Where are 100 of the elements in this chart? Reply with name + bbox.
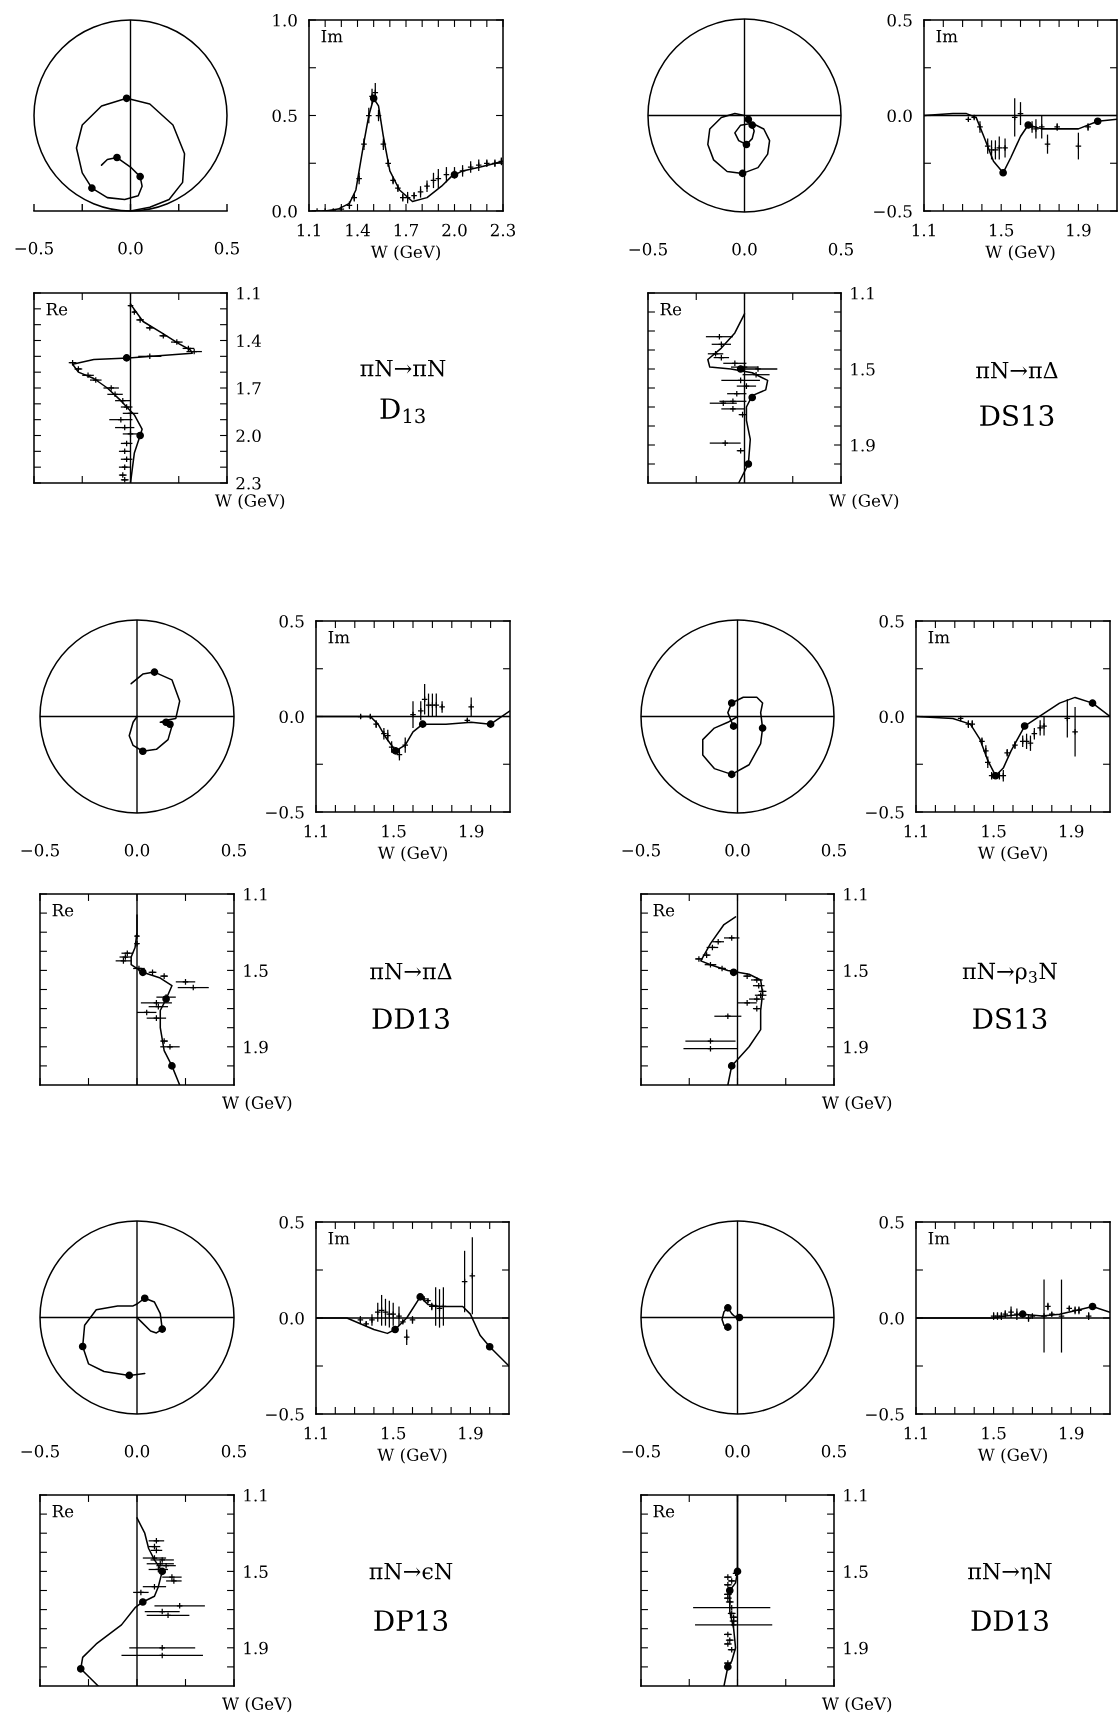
annotation: Im (936, 30, 958, 43)
text: DS13 (973, 1008, 1047, 1030)
y-tick-label: 0.5 (879, 1215, 904, 1229)
x-tick-label: 1.5 (982, 1426, 1006, 1440)
x-tick-label: −0.5 (15, 241, 53, 255)
text: DP13 (374, 1610, 448, 1632)
y-tick-label: 1.9 (844, 1641, 868, 1655)
x-axis-title: W (GeV) (977, 846, 1047, 862)
y-tick-label: 1.1 (237, 286, 260, 300)
y-tick-label: 0.0 (272, 204, 297, 218)
x-axis-title: W (GeV) (377, 1448, 447, 1464)
y-axis-title: W (GeV) (821, 1096, 892, 1112)
x-tick-label: 0.5 (221, 1444, 246, 1458)
x-tick-label: 0.5 (828, 242, 853, 256)
annotation: Re (46, 303, 68, 316)
y-tick-label: 1.9 (244, 1641, 268, 1655)
text: πN→ηN (968, 1562, 1052, 1584)
y-tick-label: 1.7 (237, 381, 261, 395)
text: πN→ρ$_{3}$N (962, 962, 1057, 984)
x-tick-label: −0.5 (21, 843, 59, 857)
x-tick-label: 1.1 (904, 824, 927, 838)
text: πN→πΔ (370, 962, 452, 980)
annotation: Im (928, 1232, 950, 1245)
annotation: Re (653, 1505, 675, 1518)
y-tick-label: 0.5 (279, 614, 304, 628)
x-tick-label: 1.7 (394, 223, 419, 237)
y-axis-title: W (GeV) (828, 493, 899, 510)
text: DD13 (372, 1008, 449, 1030)
x-axis-title: W (GeV) (370, 245, 440, 261)
text: πN→πN (360, 359, 446, 377)
y-tick-label: 1.9 (851, 438, 875, 452)
x-tick-label: 1.9 (1059, 824, 1084, 838)
x-tick-label: 0.5 (821, 843, 846, 857)
x-tick-label: −0.5 (622, 843, 660, 857)
x-axis-title: W (GeV) (977, 1448, 1047, 1464)
x-tick-label: 1.5 (381, 1426, 406, 1440)
y-tick-label: 0.5 (887, 13, 912, 27)
x-tick-label: 0.5 (821, 1444, 846, 1458)
x-axis-title: W (GeV) (377, 846, 447, 862)
y-tick-label: 1.9 (244, 1040, 268, 1054)
y-tick-label: 1.5 (244, 964, 268, 977)
y-tick-label: 2.0 (236, 429, 261, 443)
x-tick-label: −0.5 (21, 1444, 59, 1458)
x-tick-label: −0.5 (629, 242, 667, 256)
y-tick-label: −0.5 (266, 805, 304, 819)
y-axis-title: W (GeV) (222, 1697, 292, 1713)
x-tick-label: 0.0 (725, 843, 750, 857)
x-tick-label: 1.1 (304, 824, 327, 838)
annotation: Re (660, 303, 682, 316)
y-tick-label: −0.5 (866, 805, 904, 819)
x-tick-label: 0.0 (124, 843, 150, 857)
annotation: Re (52, 904, 74, 917)
y-tick-label: −0.5 (866, 1407, 904, 1421)
y-tick-label: 0.0 (279, 710, 304, 724)
x-tick-label: 1.9 (459, 824, 484, 838)
y-tick-label: 2.3 (236, 476, 261, 490)
y-tick-label: 1.5 (844, 1565, 868, 1578)
x-tick-label: 2.0 (442, 223, 467, 237)
annotation: Re (653, 904, 675, 917)
x-tick-label: 1.9 (1067, 223, 1091, 237)
x-tick-label: 1.1 (304, 1426, 327, 1440)
x-tick-label: 1.4 (346, 223, 370, 237)
y-tick-label: 1.1 (244, 887, 267, 901)
y-tick-label: 0.0 (279, 1311, 304, 1325)
annotation: Im (321, 30, 343, 43)
x-tick-label: 2.3 (490, 223, 516, 237)
y-tick-label: 1.4 (237, 334, 261, 348)
y-tick-label: 1.5 (244, 1565, 268, 1578)
x-tick-label: 1.1 (297, 223, 320, 237)
y-tick-label: 1.1 (851, 286, 874, 300)
text: DS13 (980, 405, 1054, 427)
y-tick-label: 0.0 (887, 109, 912, 123)
annotation: Im (928, 631, 950, 644)
x-tick-label: 1.5 (982, 824, 1006, 838)
x-tick-label: −0.5 (622, 1444, 660, 1458)
x-tick-label: 1.5 (382, 824, 406, 838)
x-tick-label: 0.0 (732, 242, 757, 256)
x-tick-label: 1.5 (989, 223, 1014, 237)
y-tick-label: 0.5 (879, 614, 904, 628)
x-tick-label: 0.0 (118, 241, 143, 255)
x-tick-label: 1.9 (1059, 1426, 1084, 1440)
x-tick-label: 0.0 (725, 1444, 750, 1458)
annotation: Re (52, 1505, 74, 1518)
x-tick-label: 0.0 (124, 1444, 150, 1458)
y-axis-title: W (GeV) (214, 493, 285, 510)
x-axis-title: W (GeV) (985, 245, 1055, 261)
x-tick-label: 1.1 (912, 223, 935, 237)
x-tick-label: 0.5 (214, 241, 239, 255)
annotation: Im (328, 1232, 350, 1245)
annotation: Im (328, 631, 350, 644)
text: D$_{13}$ (380, 398, 425, 424)
y-tick-label: 1.1 (244, 1488, 267, 1502)
y-tick-label: 1.1 (844, 887, 867, 901)
y-tick-label: −0.5 (874, 204, 912, 218)
y-tick-label: −0.5 (266, 1407, 304, 1421)
y-axis-title: W (GeV) (821, 1697, 892, 1713)
x-tick-label: 1.1 (904, 1426, 927, 1440)
y-tick-label: 1.1 (844, 1488, 867, 1502)
text: πN→πΔ (976, 361, 1058, 379)
text: DD13 (971, 1610, 1048, 1632)
